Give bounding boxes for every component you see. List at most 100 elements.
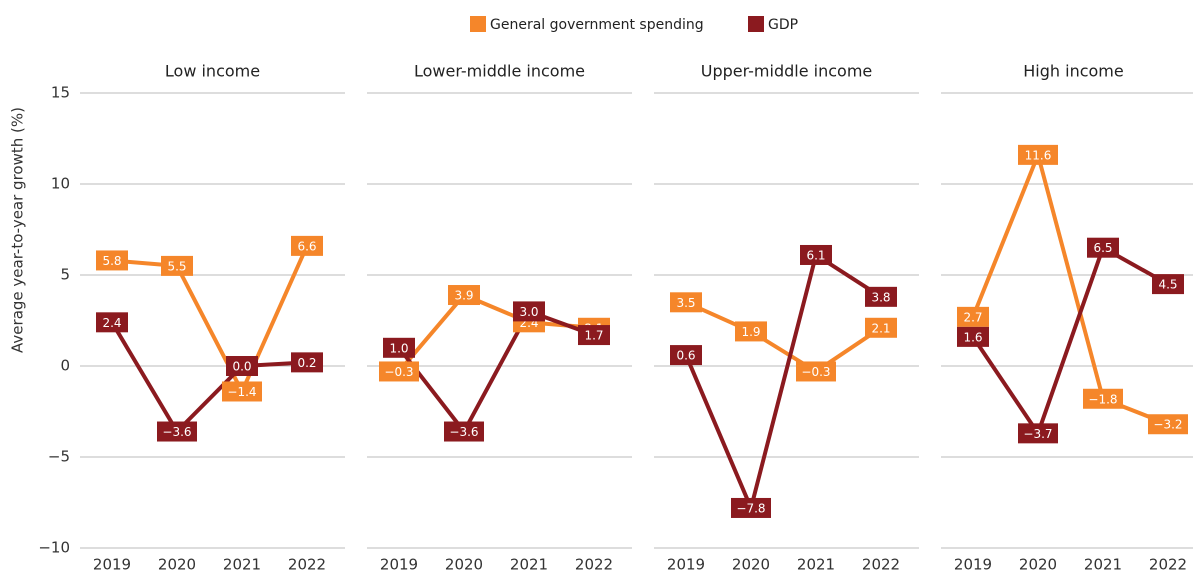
point-label-box xyxy=(731,497,771,518)
point-label-box xyxy=(157,421,197,442)
x-tick-label: 2022 xyxy=(575,556,613,573)
data-label: −0.3 xyxy=(384,365,413,379)
data-label: 5.5 xyxy=(167,259,186,273)
y-tick-label: −5 xyxy=(48,448,70,466)
data-label: 2.4 xyxy=(102,316,121,330)
data-label: 0.6 xyxy=(676,349,695,363)
x-tick-label: 2021 xyxy=(223,556,261,573)
point-label-box xyxy=(383,337,415,358)
point-label-box xyxy=(1083,388,1123,409)
panel-title: Upper-middle income xyxy=(701,62,873,81)
x-tick-label: 2022 xyxy=(862,556,900,573)
data-label: −3.6 xyxy=(162,425,191,439)
data-label: −7.8 xyxy=(736,501,765,515)
point-label-box xyxy=(735,321,767,342)
data-label: 3.5 xyxy=(676,296,695,310)
data-label: −0.3 xyxy=(801,365,830,379)
point-label-box xyxy=(1152,274,1184,295)
y-tick-label: 5 xyxy=(60,266,70,284)
legend-label: General government spending xyxy=(490,17,704,33)
data-label: 0.0 xyxy=(232,360,251,374)
point-label-box xyxy=(96,250,128,271)
legend-swatch xyxy=(470,16,486,32)
y-tick-label: −10 xyxy=(38,539,70,557)
series-line xyxy=(397,309,595,434)
point-label-box xyxy=(957,326,989,347)
point-label-box xyxy=(578,325,610,346)
data-label: 3.9 xyxy=(454,289,473,303)
x-tick-label: 2021 xyxy=(797,556,835,573)
point-label-box xyxy=(379,361,419,382)
data-label: 2.1 xyxy=(871,321,890,335)
panel-title: Low income xyxy=(165,62,260,81)
series-line xyxy=(685,300,883,374)
series-line xyxy=(110,321,308,434)
data-label: 4.5 xyxy=(1158,278,1177,292)
data-label: −1.4 xyxy=(227,385,256,399)
x-tick-label: 2021 xyxy=(1084,556,1122,573)
point-label-box xyxy=(957,306,989,327)
x-tick-label: 2019 xyxy=(93,556,131,573)
point-label-box xyxy=(800,244,832,265)
point-label-box xyxy=(670,345,702,366)
point-label-box xyxy=(448,285,480,306)
x-tick-label: 2020 xyxy=(158,556,196,573)
data-label: −3.2 xyxy=(1153,418,1182,432)
point-label-box xyxy=(796,361,836,382)
data-label: 1.9 xyxy=(741,325,760,339)
point-label-box xyxy=(670,292,702,313)
data-label: −1.8 xyxy=(1088,392,1117,406)
data-label: 3.8 xyxy=(871,290,890,304)
y-axis-label: Average year-to-year growth (%) xyxy=(9,107,27,353)
x-tick-label: 2019 xyxy=(954,556,992,573)
point-label-box xyxy=(1018,423,1058,444)
x-tick-label: 2020 xyxy=(1019,556,1057,573)
legend-swatch xyxy=(748,16,764,32)
series-line xyxy=(397,293,595,373)
x-tick-label: 2021 xyxy=(510,556,548,573)
data-label: 1.6 xyxy=(963,330,982,344)
point-label-box xyxy=(222,381,262,402)
series-line xyxy=(111,245,309,394)
y-tick-label: 0 xyxy=(60,357,70,375)
data-label: 1.7 xyxy=(584,329,603,343)
data-label: 5.8 xyxy=(102,254,121,268)
point-label-box xyxy=(291,235,323,256)
data-label: 0.2 xyxy=(297,356,316,370)
data-label: 6.1 xyxy=(806,248,825,262)
data-label: −3.6 xyxy=(449,425,478,439)
point-label-box xyxy=(1087,237,1119,258)
point-label-box xyxy=(226,356,258,376)
point-label-box xyxy=(1148,414,1188,435)
point-label-box xyxy=(291,352,323,373)
data-label: −3.7 xyxy=(1023,427,1052,441)
point-label-box xyxy=(1018,144,1058,165)
y-tick-label: 10 xyxy=(51,175,70,193)
data-label: 6.6 xyxy=(297,239,316,253)
data-label: 1.0 xyxy=(389,341,408,355)
point-label-box xyxy=(513,301,545,322)
panel-title: Lower-middle income xyxy=(414,62,585,81)
series-line xyxy=(971,152,1169,427)
x-tick-label: 2019 xyxy=(667,556,705,573)
series-line xyxy=(971,245,1169,436)
series-line xyxy=(684,252,883,510)
legend-label: GDP xyxy=(768,17,798,33)
data-label: 11.6 xyxy=(1025,148,1052,162)
data-label: 6.5 xyxy=(1093,241,1112,255)
point-label-box xyxy=(161,255,193,276)
point-label-box xyxy=(444,421,484,442)
point-label-box xyxy=(96,312,128,333)
x-tick-label: 2019 xyxy=(380,556,418,573)
x-tick-label: 2022 xyxy=(1149,556,1187,573)
x-tick-label: 2022 xyxy=(288,556,326,573)
point-label-box xyxy=(865,317,897,338)
point-label-box xyxy=(865,286,897,307)
x-tick-label: 2020 xyxy=(445,556,483,573)
data-label: 2.7 xyxy=(963,310,982,324)
panel-title: High income xyxy=(1023,62,1123,81)
y-tick-label: 15 xyxy=(51,84,70,102)
data-label: 3.0 xyxy=(519,305,538,319)
x-tick-label: 2020 xyxy=(732,556,770,573)
